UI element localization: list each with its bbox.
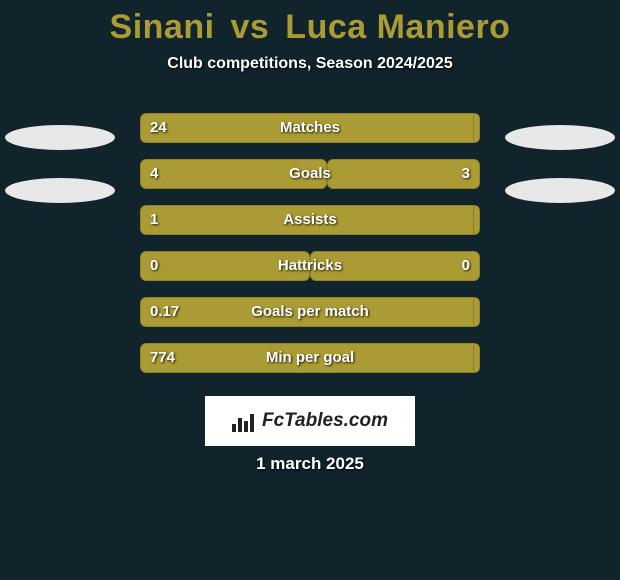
logo-text: FcTables.com [262,410,388,432]
bar-right [473,205,480,235]
bar-holder [140,343,480,373]
bar-left [140,343,480,373]
stat-row: Goals per match0.17 [0,297,620,327]
comparison-title: Sinani vs Luca Maniero [0,0,620,47]
stat-rows: Matches24 Goals43 Assists1 Hattricks00 Goals… [0,113,620,373]
bar-right [473,297,480,327]
stat-row: Goals43 [0,159,620,189]
bar-left [140,251,310,281]
source-logo: FcTables.com [205,396,415,446]
bar-right [327,159,480,189]
bar-left [140,159,327,189]
bars-icon [232,410,258,432]
player1-name: Sinani [110,8,215,46]
bar-holder [140,113,480,143]
stat-row: Hattricks00 [0,251,620,281]
bar-left [140,113,480,143]
bar-holder [140,159,480,189]
bar-left [140,205,480,235]
stat-row: Assists1 [0,205,620,235]
bar-holder [140,297,480,327]
bar-right [310,251,480,281]
subtitle: Club competitions, Season 2024/2025 [0,55,620,73]
bar-right [473,343,480,373]
player2-name: Luca Maniero [285,8,510,46]
stat-row: Matches24 [0,113,620,143]
date-text: 1 march 2025 [0,454,620,474]
bar-holder [140,205,480,235]
bar-left [140,297,480,327]
vs-text: vs [231,8,270,46]
bar-right [473,113,480,143]
stat-row: Min per goal774 [0,343,620,373]
bar-holder [140,251,480,281]
